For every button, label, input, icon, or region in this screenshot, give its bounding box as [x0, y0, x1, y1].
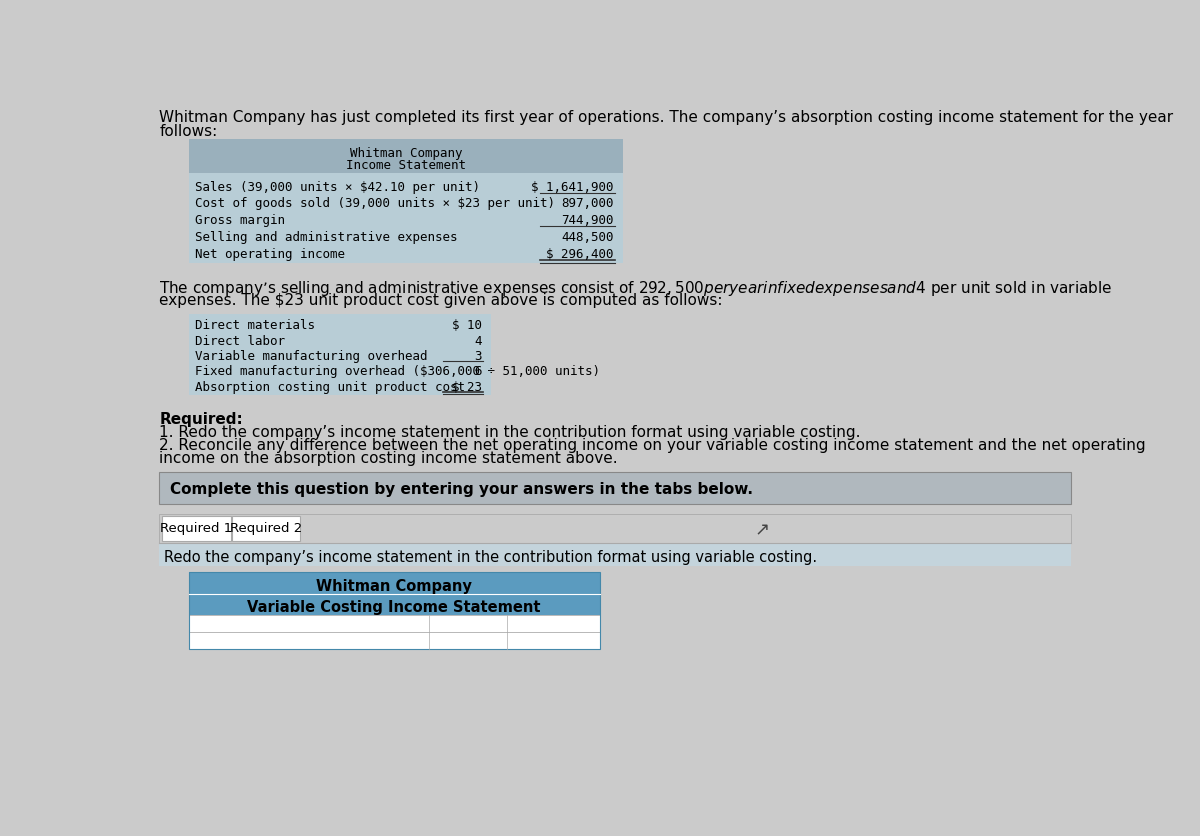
Text: follows:: follows:	[160, 124, 217, 139]
Text: Gross margin: Gross margin	[194, 214, 284, 227]
Text: Direct materials: Direct materials	[194, 319, 314, 332]
Text: Income Statement: Income Statement	[346, 159, 466, 171]
FancyBboxPatch shape	[232, 517, 300, 541]
Text: $ 296,400: $ 296,400	[546, 248, 613, 261]
FancyBboxPatch shape	[160, 514, 1070, 543]
Text: 3: 3	[474, 349, 481, 363]
Text: 448,500: 448,500	[560, 231, 613, 244]
Text: Complete this question by entering your answers in the tabs below.: Complete this question by entering your …	[170, 481, 754, 496]
FancyBboxPatch shape	[188, 174, 623, 263]
FancyBboxPatch shape	[160, 472, 1070, 505]
Text: $ 10: $ 10	[451, 319, 481, 332]
Text: 897,000: 897,000	[560, 197, 613, 210]
Text: Direct labor: Direct labor	[194, 334, 284, 347]
Text: Variable manufacturing overhead: Variable manufacturing overhead	[194, 349, 427, 363]
Text: Redo the company’s income statement in the contribution format using variable co: Redo the company’s income statement in t…	[164, 549, 817, 564]
Text: 1. Redo the company’s income statement in the contribution format using variable: 1. Redo the company’s income statement i…	[160, 424, 860, 439]
Text: $ 1,641,900: $ 1,641,900	[530, 181, 613, 193]
FancyBboxPatch shape	[188, 615, 600, 633]
Text: Sales (39,000 units × $42.10 per unit): Sales (39,000 units × $42.10 per unit)	[194, 181, 480, 193]
FancyBboxPatch shape	[162, 517, 230, 541]
Text: 744,900: 744,900	[560, 214, 613, 227]
Text: 2. Reconcile any difference between the net operating income on your variable co: 2. Reconcile any difference between the …	[160, 437, 1146, 452]
Text: Whitman Company: Whitman Company	[316, 578, 472, 593]
Text: income on the absorption costing income statement above.: income on the absorption costing income …	[160, 451, 618, 465]
FancyBboxPatch shape	[188, 594, 600, 615]
Text: Net operating income: Net operating income	[194, 248, 344, 261]
Text: Whitman Company: Whitman Company	[349, 146, 462, 160]
FancyBboxPatch shape	[188, 140, 623, 174]
Text: Fixed manufacturing overhead ($306,000 ÷ 51,000 units): Fixed manufacturing overhead ($306,000 ÷…	[194, 364, 600, 378]
Text: Required:: Required:	[160, 411, 244, 426]
Text: 4: 4	[474, 334, 481, 347]
FancyBboxPatch shape	[188, 314, 491, 395]
Text: $ 23: $ 23	[451, 380, 481, 393]
Text: Cost of goods sold (39,000 units × $23 per unit): Cost of goods sold (39,000 units × $23 p…	[194, 197, 554, 210]
Text: Variable Costing Income Statement: Variable Costing Income Statement	[247, 599, 541, 614]
Text: expenses. The $23 unit product cost given above is computed as follows:: expenses. The $23 unit product cost give…	[160, 293, 722, 308]
Text: Whitman Company has just completed its first year of operations. The company’s a: Whitman Company has just completed its f…	[160, 110, 1174, 125]
Text: Required 2: Required 2	[230, 522, 302, 535]
Text: The company’s selling and administrative expenses consist of $292,500 per year i: The company’s selling and administrative…	[160, 278, 1112, 298]
Text: 6: 6	[474, 364, 481, 378]
FancyBboxPatch shape	[160, 543, 1070, 566]
Text: ↗: ↗	[755, 520, 769, 538]
Text: Required 1: Required 1	[161, 522, 233, 535]
Text: Absorption costing unit product cost: Absorption costing unit product cost	[194, 380, 464, 393]
Text: Selling and administrative expenses: Selling and administrative expenses	[194, 231, 457, 244]
FancyBboxPatch shape	[188, 633, 600, 650]
FancyBboxPatch shape	[188, 573, 600, 594]
